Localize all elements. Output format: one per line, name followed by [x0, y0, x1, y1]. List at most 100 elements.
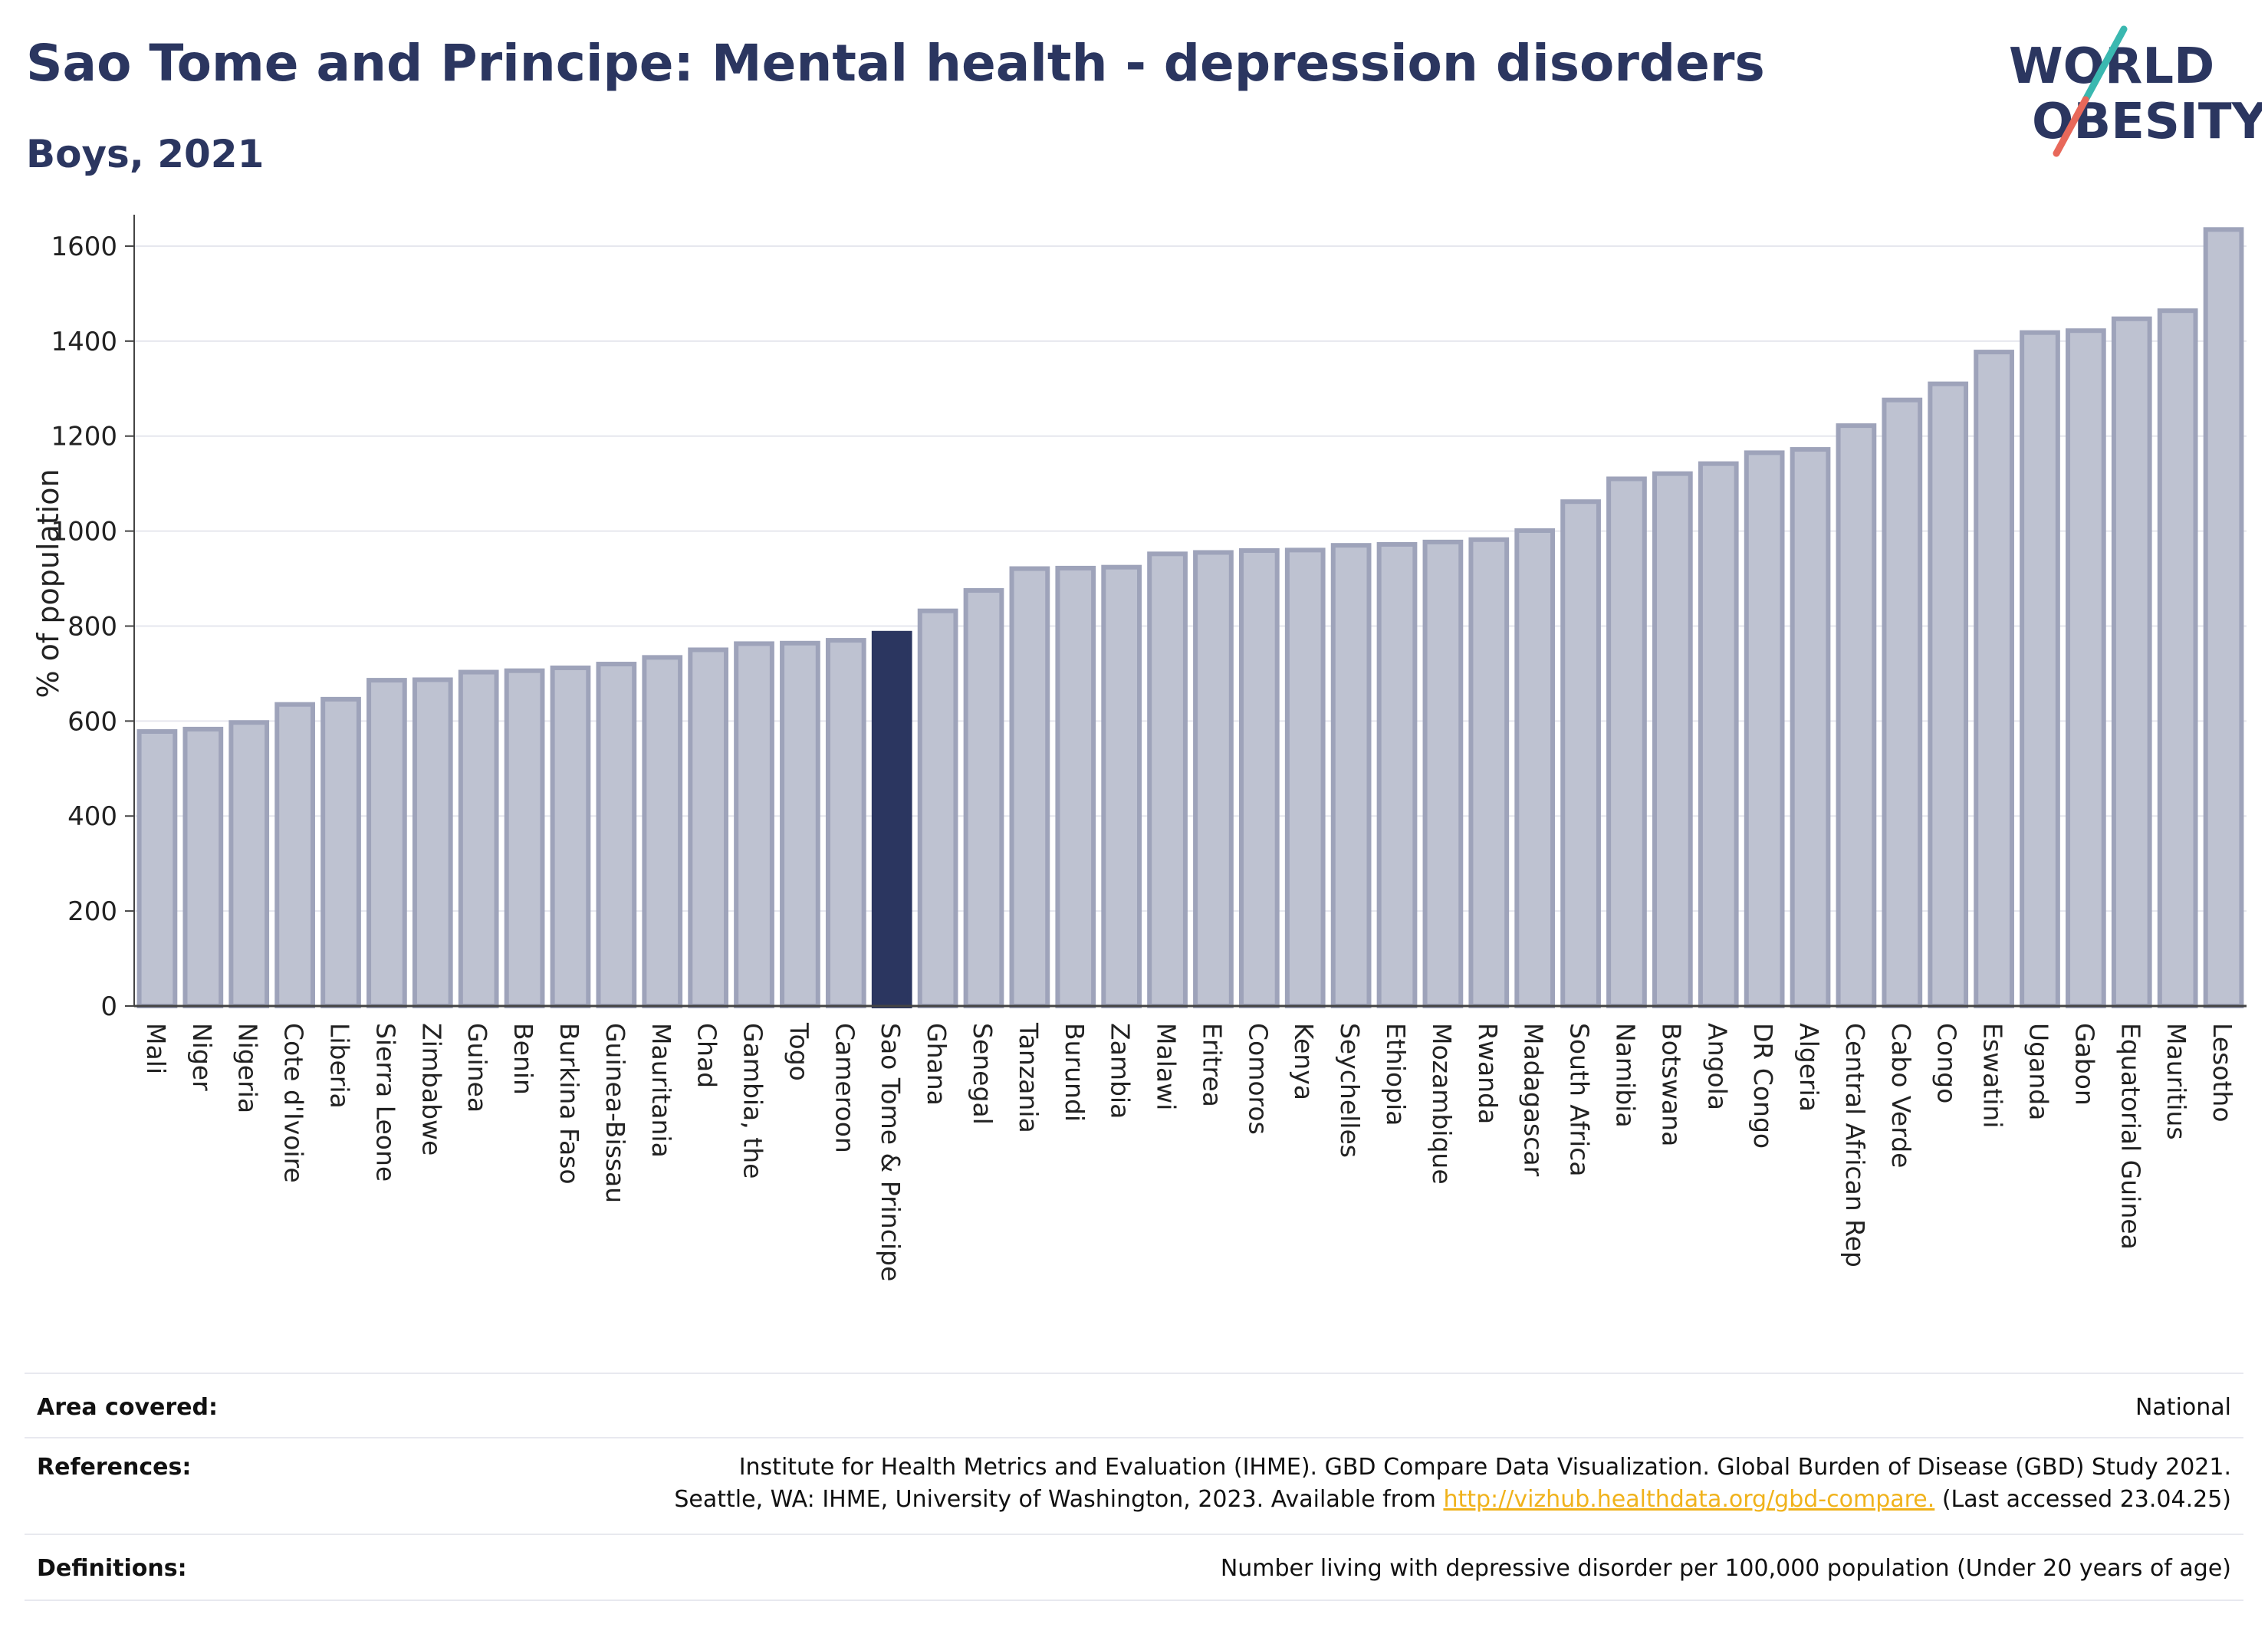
bar-madagascar: [1514, 528, 1556, 1008]
y-tick-label: 800: [67, 611, 117, 642]
y-tick-label: 200: [67, 896, 117, 927]
bar-mauritius: [2157, 308, 2198, 1008]
x-tick-label: Namibia: [1610, 1023, 1640, 1128]
page-subtitle: Boys, 2021: [26, 132, 265, 176]
x-tick-label: Niger: [187, 1023, 217, 1091]
y-tick-label: 400: [67, 801, 117, 832]
references-line2: Seattle, WA: IHME, University of Washing…: [674, 1486, 2231, 1513]
world-obesity-logo: WORLD OBESITY: [2001, 23, 2267, 161]
x-tick-label: Mauritania: [646, 1023, 676, 1158]
axes: 0 200 400 600 800 1000 1200 1400 1600 Mali Niger Ni…: [51, 215, 2247, 1281]
x-tick-label: Sierra Leone: [370, 1023, 400, 1182]
x-tick-label: DR Congo: [1748, 1023, 1778, 1149]
x-tick-label: Sao Tome & Principe: [876, 1023, 906, 1281]
bar-malawi: [1147, 551, 1188, 1008]
x-tick-label: Guinea: [462, 1023, 492, 1113]
bar-botswana: [1652, 471, 1693, 1008]
x-tick-label: Burkina Faso: [554, 1023, 584, 1185]
references-line1: Institute for Health Metrics and Evaluat…: [738, 1454, 2231, 1481]
bar-congo: [1928, 381, 1969, 1008]
x-tick-label: Mauritius: [2161, 1023, 2191, 1140]
bar-chart: 0 200 400 600 800 1000 1200 1400 1600 Mali Niger Ni…: [0, 192, 2268, 1388]
bar-eswatini: [1974, 350, 2014, 1008]
x-tick-label: Zambia: [1106, 1023, 1136, 1119]
info-row-definitions: Definitions: Number living with depressi…: [25, 1534, 2243, 1601]
x-tick-label: Tanzania: [1014, 1022, 1044, 1133]
bar-burkina-faso: [550, 665, 591, 1008]
bar-uganda: [2020, 330, 2060, 1008]
bar-ethiopia: [1376, 541, 1418, 1008]
bar-ghana: [917, 608, 958, 1008]
references-link[interactable]: http://vizhub.healthdata.org/gbd-compare…: [1443, 1486, 1935, 1513]
bars: [136, 227, 2244, 1009]
x-tick-label: Cote d'Ivoire: [279, 1023, 309, 1183]
x-tick-label: Congo: [1932, 1023, 1962, 1103]
bar-burundi: [1055, 565, 1096, 1009]
bar-algeria: [1790, 447, 1831, 1008]
bar-central-african-rep: [1836, 423, 1877, 1009]
x-tick-label: Malawi: [1152, 1023, 1182, 1110]
x-tick-label: Burundi: [1060, 1023, 1090, 1122]
bar-benin: [504, 668, 545, 1008]
definitions-value: Number living with depressive disorder p…: [1220, 1555, 2231, 1582]
x-tick-label: Rwanda: [1473, 1023, 1503, 1124]
x-tick-label: Senegal: [968, 1023, 998, 1125]
references-label: References:: [37, 1454, 192, 1481]
logo-slash-top: [2082, 25, 2128, 104]
bar-gambia-the: [734, 641, 774, 1008]
y-tick-label: 1400: [51, 327, 117, 357]
bar-namibia: [1606, 476, 1647, 1008]
bar-kenya: [1284, 547, 1326, 1008]
x-tick-label: Madagascar: [1519, 1023, 1549, 1177]
area-value: National: [2135, 1394, 2231, 1421]
x-tick-label: Cameroon: [830, 1023, 860, 1153]
x-tick-label: Botswana: [1656, 1023, 1686, 1146]
bar-mauritania: [642, 655, 683, 1009]
x-tick-label: Guinea-Bissau: [600, 1023, 630, 1203]
x-tick-label: Mozambique: [1427, 1023, 1457, 1185]
bar-comoros: [1238, 548, 1280, 1008]
x-tick-label: Eritrea: [1197, 1023, 1227, 1107]
x-tick-label: Angola: [1702, 1023, 1732, 1110]
x-tick-label: Gambia, the: [738, 1023, 768, 1179]
bar-angola: [1698, 461, 1739, 1009]
x-tick-label: Comoros: [1243, 1023, 1273, 1135]
bar-dr-congo: [1744, 450, 1785, 1008]
info-row-references: References: Institute for Health Metrics…: [25, 1437, 2243, 1535]
x-tick-label: Nigeria: [233, 1023, 263, 1113]
bar-seychelles: [1330, 543, 1372, 1008]
x-tick-label: Equatorial Guinea: [2115, 1023, 2145, 1250]
y-tick-label: 1000: [51, 517, 117, 547]
bar-eritrea: [1193, 550, 1234, 1009]
x-tick-label: Liberia: [325, 1023, 355, 1109]
bar-zambia: [1101, 564, 1142, 1008]
bar-cameroon: [825, 638, 866, 1008]
bar-rwanda: [1468, 537, 1510, 1009]
bar-sao-tome-principe: [871, 630, 912, 1008]
x-tick-label: Central African Rep: [1840, 1023, 1870, 1267]
bar-south-africa: [1560, 499, 1601, 1009]
bar-cote-d-ivoire: [274, 702, 315, 1009]
x-tick-label: Zimbabwe: [416, 1023, 446, 1156]
info-row-area: Area covered: National: [25, 1373, 2243, 1438]
x-tick-label: Seychelles: [1335, 1023, 1365, 1158]
x-tick-label: Ghana: [922, 1023, 952, 1106]
y-tick-label: 1200: [51, 422, 117, 452]
bar-chad: [688, 647, 728, 1008]
bar-gabon: [2066, 328, 2106, 1009]
x-tick-label: Mali: [141, 1023, 171, 1074]
x-tick-label: Eswatini: [1978, 1023, 2008, 1128]
bar-guinea-bissau: [596, 662, 637, 1008]
x-tick-label: Cabo Verde: [1886, 1023, 1916, 1168]
references-line2-post: (Last accessed 23.04.25): [1934, 1486, 2231, 1513]
area-label: Area covered:: [37, 1394, 218, 1421]
page-title: Sao Tome and Principe: Mental health - d…: [26, 34, 1765, 93]
references-line2-pre: Seattle, WA: IHME, University of Washing…: [674, 1486, 1444, 1513]
bar-liberia: [320, 696, 361, 1008]
x-tick-label: South Africa: [1565, 1023, 1595, 1177]
bar-zimbabwe: [412, 677, 453, 1009]
y-tick-label: 600: [67, 706, 117, 737]
x-tick-label: Chad: [692, 1023, 722, 1088]
bar-niger: [182, 726, 224, 1008]
bar-equatorial-guinea: [2111, 316, 2152, 1008]
